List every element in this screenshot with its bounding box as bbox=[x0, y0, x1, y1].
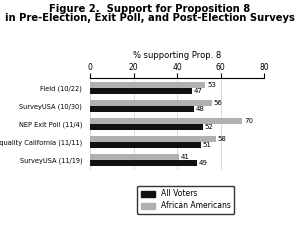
Text: Figure 2.  Support for Proposition 8: Figure 2. Support for Proposition 8 bbox=[50, 4, 250, 14]
X-axis label: % supporting Prop. 8: % supporting Prop. 8 bbox=[133, 51, 221, 60]
Text: 49: 49 bbox=[198, 160, 207, 166]
Text: in Pre-Election, Exit Poll, and Post-Election Surveys: in Pre-Election, Exit Poll, and Post-Ele… bbox=[5, 13, 295, 23]
Bar bbox=[90, 100, 212, 106]
Legend: All Voters, African Americans: All Voters, African Americans bbox=[137, 186, 234, 214]
Text: 48: 48 bbox=[196, 106, 205, 112]
Text: 51: 51 bbox=[203, 142, 212, 148]
Bar bbox=[90, 142, 201, 148]
Bar bbox=[90, 124, 203, 130]
Text: 58: 58 bbox=[218, 136, 227, 142]
Bar bbox=[90, 106, 194, 112]
Bar bbox=[90, 118, 242, 124]
Bar bbox=[90, 160, 196, 166]
Bar bbox=[90, 88, 192, 94]
Text: 47: 47 bbox=[194, 88, 203, 94]
Text: 53: 53 bbox=[207, 82, 216, 88]
Text: 41: 41 bbox=[181, 154, 190, 160]
Bar bbox=[90, 136, 216, 142]
Bar bbox=[90, 82, 205, 88]
Bar bbox=[90, 154, 179, 160]
Text: 56: 56 bbox=[214, 100, 222, 106]
Text: 70: 70 bbox=[244, 118, 253, 124]
Text: 52: 52 bbox=[205, 124, 214, 130]
